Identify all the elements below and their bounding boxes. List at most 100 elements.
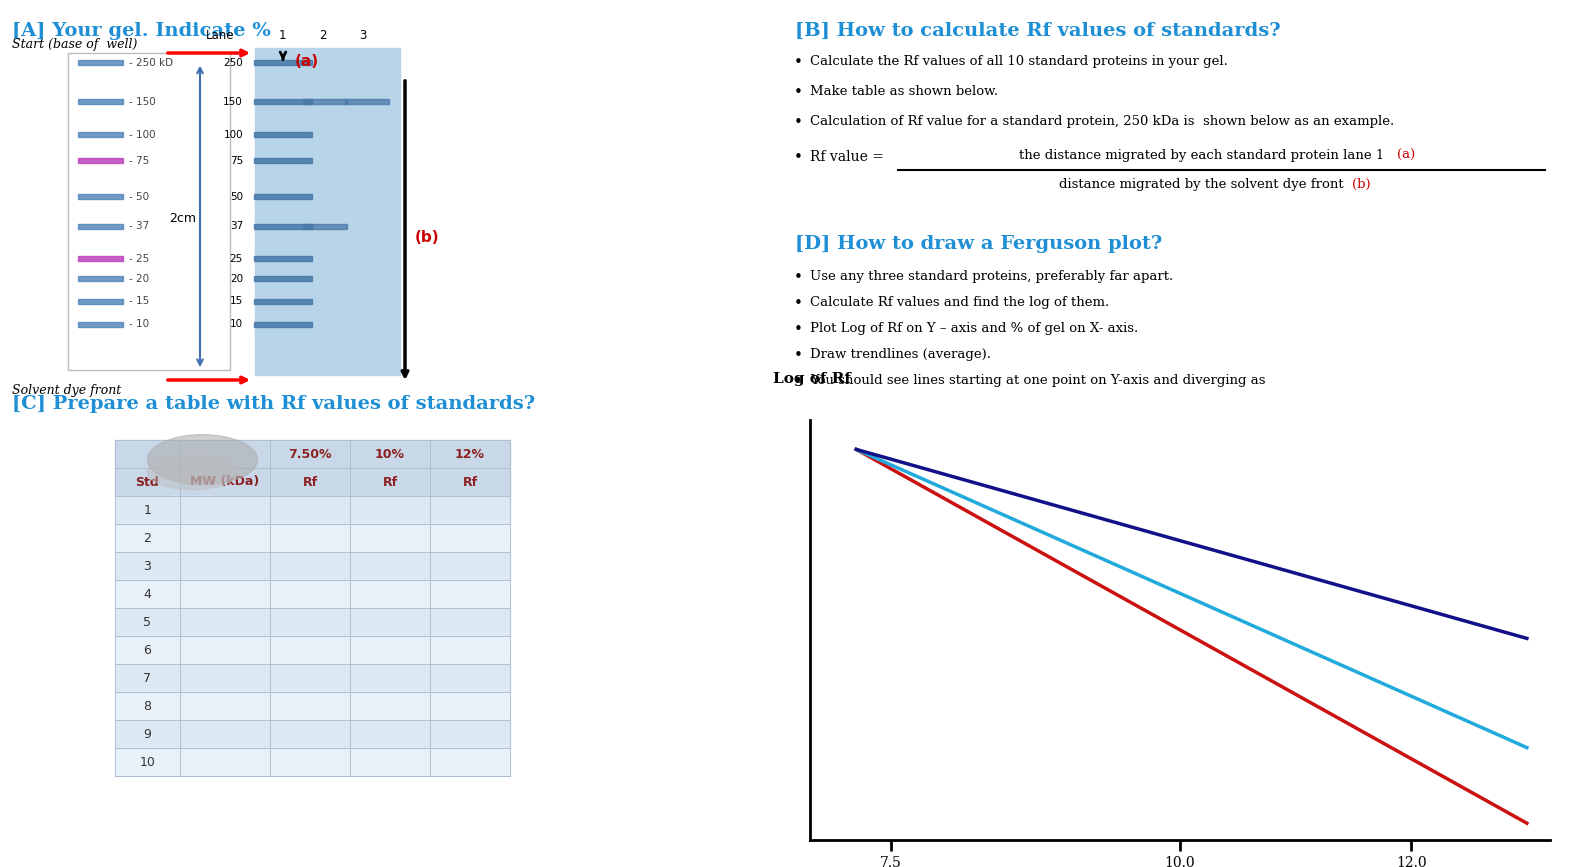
Text: - 150: - 150 [129, 97, 155, 107]
Bar [254, 194, 312, 199]
Bar [345, 100, 389, 104]
Bar [254, 132, 312, 137]
Text: Calculation of Rf value for a standard protein, 250 kDa is  shown below as an ex: Calculation of Rf value for a standard p… [810, 115, 1395, 128]
Text: Lane: Lane [206, 29, 234, 42]
Bar [303, 100, 347, 104]
Bar [78, 60, 122, 65]
Text: •: • [794, 55, 802, 70]
Text: - 100: - 100 [129, 130, 155, 140]
Text: 15: 15 [229, 297, 243, 306]
Text: (a): (a) [295, 54, 319, 69]
Text: 3: 3 [143, 559, 152, 572]
Text: MW (kDa): MW (kDa) [190, 475, 259, 488]
Text: Plot Log of Rf on Y – axis and % of gel on X- axis.: Plot Log of Rf on Y – axis and % of gel … [810, 322, 1138, 335]
Bar [254, 276, 312, 281]
Text: [C] Prepare a table with Rf values of standards?: [C] Prepare a table with Rf values of st… [13, 395, 535, 413]
Bar [254, 100, 312, 104]
Text: 2: 2 [319, 29, 326, 42]
Bar [256, 48, 400, 375]
Bar [254, 257, 312, 262]
Text: 2: 2 [143, 531, 152, 544]
Bar [115, 580, 510, 608]
Bar [115, 692, 510, 720]
Text: 1: 1 [143, 504, 152, 517]
Text: 100: 100 [223, 130, 243, 140]
Text: 7.50%: 7.50% [289, 447, 331, 460]
Bar [115, 720, 510, 748]
Text: 20: 20 [231, 273, 243, 284]
Bar [254, 299, 312, 304]
Text: [B] How to calculate Rf values of standards?: [B] How to calculate Rf values of standa… [795, 22, 1280, 40]
Text: (b): (b) [414, 230, 439, 244]
Text: Make table as shown below.: Make table as shown below. [810, 85, 998, 98]
Text: - 75: - 75 [129, 156, 149, 166]
Bar [115, 664, 510, 692]
Text: Draw trendlines (average).: Draw trendlines (average). [810, 348, 992, 361]
Text: 2cm: 2cm [169, 212, 196, 225]
Text: •: • [794, 150, 802, 165]
Bar [254, 224, 312, 229]
Text: [A] Your gel. Indicate %: [A] Your gel. Indicate % [13, 22, 271, 40]
Bar [115, 608, 510, 636]
Text: 50: 50 [231, 192, 243, 202]
Text: 37: 37 [229, 221, 243, 231]
Text: Solvent dye front: Solvent dye front [13, 384, 121, 397]
Text: Rf: Rf [463, 475, 477, 488]
Text: Rf: Rf [383, 475, 397, 488]
Text: distance migrated by the solvent dye front: distance migrated by the solvent dye fro… [1059, 178, 1348, 191]
Bar [115, 440, 510, 468]
Text: •: • [794, 270, 802, 285]
Text: •: • [794, 296, 802, 311]
Text: Rf value =: Rf value = [810, 150, 888, 164]
Text: 8: 8 [143, 700, 152, 713]
Bar [254, 159, 312, 163]
Text: (a): (a) [1398, 149, 1415, 162]
Text: 25: 25 [229, 254, 243, 264]
Bar [78, 224, 122, 229]
Text: 4: 4 [143, 588, 152, 601]
Bar [115, 496, 510, 524]
Bar [115, 748, 510, 776]
Text: •: • [794, 348, 802, 363]
Text: •: • [794, 322, 802, 337]
Bar [303, 224, 347, 229]
Text: [D] How to draw a Ferguson plot?: [D] How to draw a Ferguson plot? [795, 235, 1163, 253]
Bar [78, 132, 122, 137]
Text: - 15: - 15 [129, 297, 149, 306]
Text: 9: 9 [143, 727, 152, 740]
Text: 7: 7 [143, 672, 152, 685]
Bar [115, 636, 510, 664]
Text: 10: 10 [231, 319, 243, 329]
Text: Rf: Rf [303, 475, 317, 488]
Text: Std: Std [135, 475, 160, 488]
Text: •: • [794, 374, 802, 389]
Bar [78, 100, 122, 104]
Bar [78, 276, 122, 281]
Text: Use any three standard proteins, preferably far apart.: Use any three standard proteins, prefera… [810, 270, 1174, 283]
Text: - 250 kD: - 250 kD [129, 58, 173, 68]
Text: 1: 1 [278, 29, 286, 42]
Text: 10: 10 [140, 755, 155, 768]
Text: Log of Rf: Log of Rf [774, 373, 850, 387]
Text: 150: 150 [223, 97, 243, 107]
Text: 250: 250 [223, 58, 243, 68]
Ellipse shape [147, 434, 257, 485]
Text: •: • [794, 115, 802, 130]
Bar [78, 257, 122, 262]
Bar [78, 159, 122, 163]
Text: the distance migrated by each standard protein lane 1: the distance migrated by each standard p… [1018, 149, 1389, 162]
Text: - 10: - 10 [129, 319, 149, 329]
Text: 75: 75 [229, 156, 243, 166]
Bar [67, 53, 231, 370]
Bar [115, 524, 510, 552]
Text: You should see lines starting at one point on Y-axis and diverging as: You should see lines starting at one poi… [810, 374, 1266, 387]
Bar [254, 322, 312, 327]
Text: - 50: - 50 [129, 192, 149, 202]
Text: 3: 3 [359, 29, 367, 42]
Text: 5: 5 [143, 616, 152, 629]
Text: Calculate the Rf values of all 10 standard proteins in your gel.: Calculate the Rf values of all 10 standa… [810, 55, 1229, 68]
Text: - 37: - 37 [129, 221, 149, 231]
Bar [78, 299, 122, 304]
Text: Calculate Rf values and find the log of them.: Calculate Rf values and find the log of … [810, 296, 1109, 309]
Text: - 20: - 20 [129, 273, 149, 284]
